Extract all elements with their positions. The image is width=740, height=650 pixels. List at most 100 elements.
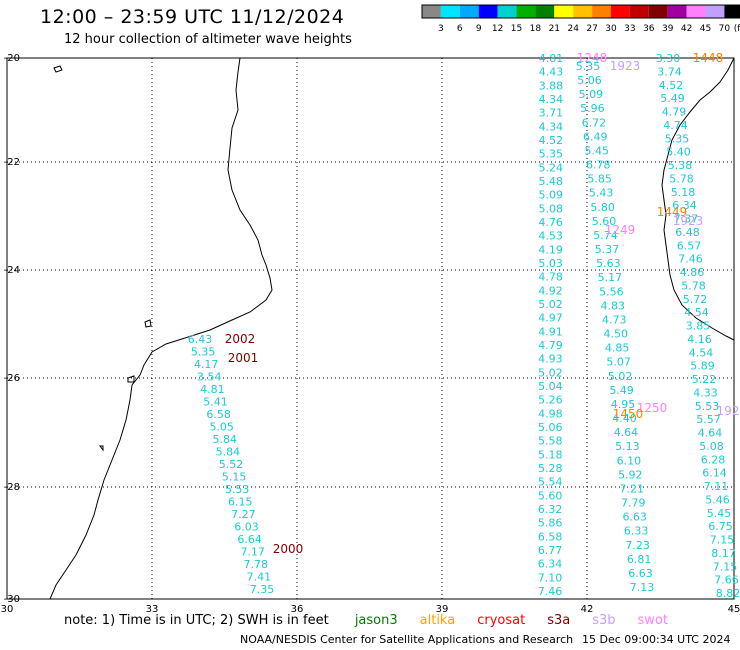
wave-height-value: 5.72 — [683, 293, 708, 306]
wave-height-value: 4.17 — [194, 358, 219, 371]
wave-height-value: 5.38 — [668, 159, 693, 172]
pass-time-label: 1450 — [613, 407, 644, 421]
x-tick-label: 45 — [728, 604, 740, 615]
legend-tick: 6 — [457, 24, 463, 34]
wave-height-value: 6.58 — [538, 530, 563, 543]
legend-swatch — [667, 5, 687, 18]
wave-height-value: 7.79 — [621, 497, 646, 510]
pass-time-label: 2001 — [228, 351, 259, 365]
wave-height-value: 4.76 — [538, 216, 563, 229]
wave-height-value: 5.96 — [580, 102, 605, 115]
legend-swatch — [478, 5, 498, 18]
wave-height-value: 6.75 — [708, 520, 733, 533]
wave-height-value: 5.48 — [539, 175, 564, 188]
footnote: note: 1) Time is in UTC; 2) SWH is in fe… — [64, 613, 668, 628]
wave-height-value: 5.74 — [593, 229, 618, 242]
wave-height-value: 6.32 — [538, 503, 563, 516]
wave-height-value: 7.21 — [620, 482, 645, 495]
wave-height-value: 3.71 — [539, 107, 564, 120]
wave-height-value: 4.34 — [539, 93, 564, 106]
wave-height-value: 5.02 — [538, 298, 563, 311]
legend-swatch — [497, 5, 517, 18]
wave-height-value: 5.58 — [538, 435, 563, 448]
x-tick-label: 30 — [1, 604, 14, 615]
wave-height-value: 7.10 — [538, 571, 563, 584]
wave-height-value: 4.43 — [539, 66, 564, 79]
wave-height-value: 4.19 — [538, 243, 563, 256]
wave-height-value: 5.03 — [538, 257, 563, 270]
wave-height-value: 5.28 — [538, 462, 563, 475]
wave-height-value: 4.92 — [538, 284, 563, 297]
satellite-s3b: s3b — [592, 613, 616, 628]
x-tick-label: 39 — [436, 604, 449, 615]
island — [127, 375, 135, 383]
wave-height-value: 7.17 — [240, 546, 265, 559]
satellite-jason3: jason3 — [354, 613, 398, 628]
wave-height-value: 6.63 — [628, 567, 653, 580]
africa-coastline — [661, 57, 735, 341]
wave-height-value: 6.28 — [701, 453, 726, 466]
wave-height-value: 5.49 — [660, 92, 685, 105]
legend-swatch — [592, 5, 611, 18]
island — [53, 65, 63, 73]
wave-height-value: 4.83 — [601, 299, 626, 312]
wave-height-value: 4.50 — [603, 328, 628, 341]
wave-height-value: 5.40 — [666, 146, 691, 159]
legend-swatch — [573, 5, 593, 18]
wave-height-value: 5.35 — [576, 60, 601, 73]
y-tick-label: -24 — [4, 265, 20, 276]
legend-swatch — [535, 5, 555, 18]
wave-height-value: 5.78 — [681, 279, 706, 292]
x-tick-label: 36 — [291, 604, 304, 615]
wave-height-value: 4.98 — [538, 407, 563, 420]
legend-swatch — [629, 5, 649, 18]
legend-tick: 30 — [605, 24, 617, 34]
wave-height-value: 5.49 — [609, 384, 634, 397]
wave-height-value: 5.85 — [587, 173, 612, 186]
pass-time-label: 2000 — [273, 542, 304, 556]
wave-height-value: 5.13 — [615, 440, 640, 453]
wave-height-value: 6.14 — [702, 467, 727, 480]
wave-height-value: 5.09 — [579, 88, 604, 101]
wave-height-value: 6.10 — [617, 454, 642, 467]
wave-height-value: 7.35 — [250, 583, 275, 596]
wave-height-value: 5.35 — [665, 132, 690, 145]
wave-height-value: 7.41 — [247, 571, 272, 584]
legend-swatch — [440, 5, 460, 18]
legend-swatch — [686, 5, 706, 18]
pass-time-label: 1448 — [693, 51, 724, 65]
wave-height-value: 6.49 — [583, 130, 608, 143]
wave-height-value: 5.18 — [671, 186, 696, 199]
legend-tick: 24 — [567, 24, 579, 34]
wave-height-value: 5.43 — [589, 187, 614, 200]
note-prefix: note: 1) Time is in UTC; 2) SWH is in fe… — [64, 613, 329, 628]
x-tick-label: 33 — [146, 604, 159, 615]
wave-height-value: 5.80 — [590, 201, 615, 214]
legend-swatch — [724, 5, 740, 18]
pass-time-label: 1249 — [605, 223, 636, 237]
wave-height-value: 4.53 — [538, 230, 563, 243]
wave-height-value: 5.45 — [707, 507, 732, 520]
wave-height-value: 4.79 — [662, 106, 687, 119]
wave-height-value: 3.30 — [656, 52, 681, 65]
wave-height-value: 5.54 — [538, 476, 563, 489]
wave-height-value: 5.02 — [608, 370, 633, 383]
pass-time-label: 1449 — [657, 205, 688, 219]
wave-height-value: 5.17 — [598, 271, 623, 284]
wave-height-value: 5.05 — [209, 421, 234, 434]
wave-height-value: 4.54 — [689, 346, 714, 359]
wave-height-value: 5.56 — [599, 285, 624, 298]
wave-height-value: 5.60 — [592, 215, 617, 228]
legend-swatch — [611, 5, 630, 18]
legend-tick: 15 — [511, 24, 522, 34]
wave-height-value: 5.60 — [538, 489, 563, 502]
wave-height-value: 6.48 — [675, 226, 700, 239]
wave-height-value: 6.72 — [582, 116, 607, 129]
pass-time-label: 1248 — [577, 51, 608, 65]
legend-tick: 39 — [662, 24, 674, 34]
legend-tick: 18 — [530, 24, 542, 34]
y-tick-label: -30 — [4, 594, 20, 605]
credit-line: NOAA/NESDIS Center for Satellite Applica… — [240, 633, 574, 646]
satellite-legend: jason3 altika cryosat s3a s3b swot — [333, 613, 668, 628]
legend-swatch — [705, 5, 725, 18]
